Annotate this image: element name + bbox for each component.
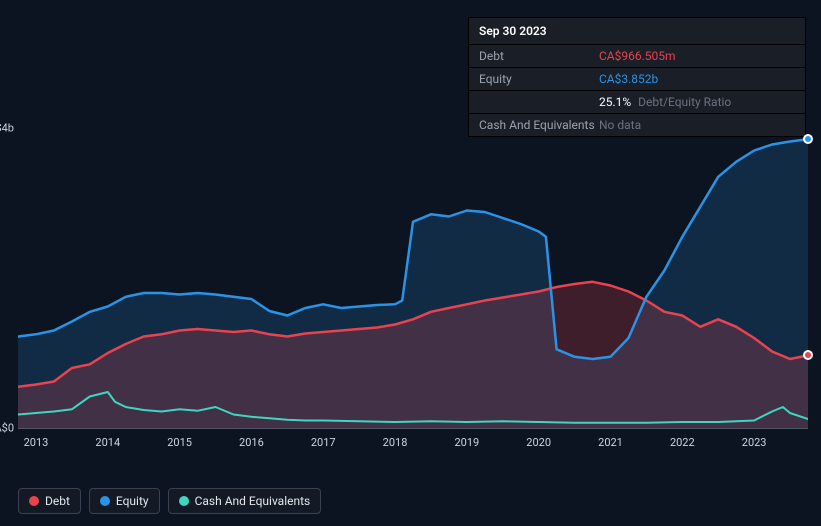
debt-end-marker bbox=[803, 350, 813, 360]
info-row-value: CA$966.505m bbox=[599, 49, 795, 63]
x-axis-label: 2017 bbox=[311, 436, 336, 449]
y-axis-label: CA$4b bbox=[0, 122, 14, 135]
chart-baseline bbox=[18, 428, 808, 429]
chart-legend: Debt Equity Cash And Equivalents bbox=[18, 488, 321, 514]
equity-end-marker bbox=[803, 134, 813, 144]
x-axis-label: 2013 bbox=[24, 436, 49, 449]
info-row-label: Debt bbox=[479, 49, 599, 63]
x-axis-labels: 2013 2014 2015 2016 2017 2018 2019 2020 2021 2022… bbox=[18, 436, 808, 454]
info-box: Sep 30 2023 DebtCA$966.505mEquityCA$3.85… bbox=[468, 17, 806, 137]
equity-legend-dot bbox=[100, 496, 110, 506]
info-row-value: CA$3.852b bbox=[599, 72, 795, 86]
debt-legend-dot bbox=[29, 496, 39, 506]
legend-label: Equity bbox=[116, 494, 149, 508]
info-row-label: Equity bbox=[479, 72, 599, 86]
legend-label: Cash And Equivalents bbox=[195, 494, 311, 508]
chart-container: Sep 30 2023 DebtCA$966.505mEquityCA$3.85… bbox=[0, 0, 821, 526]
info-row-label bbox=[479, 95, 599, 109]
legend-item-cash[interactable]: Cash And Equivalents bbox=[168, 488, 322, 514]
legend-item-debt[interactable]: Debt bbox=[18, 488, 81, 514]
x-axis-label: 2019 bbox=[454, 436, 479, 449]
x-axis-label: 2022 bbox=[670, 436, 695, 449]
info-row-value: 25.1% Debt/Equity Ratio bbox=[599, 95, 795, 109]
x-axis-label: 2020 bbox=[526, 436, 551, 449]
x-axis-label: 2016 bbox=[239, 436, 264, 449]
info-row: 25.1% Debt/Equity Ratio bbox=[469, 91, 805, 114]
info-row: DebtCA$966.505m bbox=[469, 45, 805, 68]
chart-area: CA$0CA$4b 201320142015201620172018201920… bbox=[18, 128, 808, 470]
x-axis-label: 2015 bbox=[167, 436, 192, 449]
legend-item-equity[interactable]: Equity bbox=[89, 488, 160, 514]
y-axis-label: CA$0 bbox=[0, 422, 14, 435]
x-axis-label: 2021 bbox=[598, 436, 623, 449]
chart-plot bbox=[18, 128, 808, 428]
x-axis-label: 2023 bbox=[742, 436, 767, 449]
legend-label: Debt bbox=[45, 494, 70, 508]
x-axis-label: 2018 bbox=[383, 436, 408, 449]
x-axis-label: 2014 bbox=[95, 436, 120, 449]
info-date: Sep 30 2023 bbox=[469, 18, 805, 45]
info-row-suffix: Debt/Equity Ratio bbox=[635, 95, 731, 109]
cash-legend-dot bbox=[179, 496, 189, 506]
info-row: EquityCA$3.852b bbox=[469, 68, 805, 91]
